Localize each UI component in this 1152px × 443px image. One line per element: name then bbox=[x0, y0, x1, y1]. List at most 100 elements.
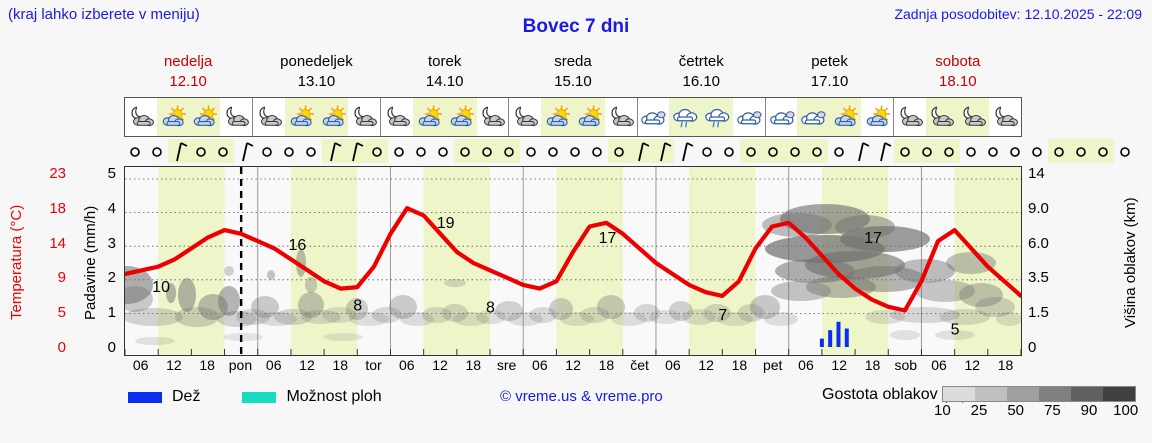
weather-icon-cell-27 bbox=[989, 98, 1021, 136]
wind-barb-icon bbox=[630, 139, 652, 163]
calm-wind-icon bbox=[1070, 139, 1092, 163]
wind-barb-icon bbox=[322, 139, 344, 163]
wind-barb-cell-1 bbox=[146, 139, 168, 163]
showers-swatch bbox=[242, 391, 277, 403]
temperature-label-6: 7 bbox=[718, 307, 727, 324]
rain-cloud-icon bbox=[670, 102, 700, 132]
tick-label: 18 bbox=[49, 199, 66, 217]
sun-cloud-icon bbox=[574, 102, 604, 132]
x-axis-label-16: 06 bbox=[665, 357, 681, 373]
x-axis-labels: 06 12 18 pon 06 12 18 tor 06 12 18 sre 06 12 18 čet 06 12… bbox=[124, 357, 1022, 377]
wind-barb-cell-5 bbox=[234, 139, 256, 163]
wind-barb-cell-19 bbox=[542, 139, 564, 163]
temperature-label-0: 10 bbox=[152, 279, 170, 296]
tick-label: 14 bbox=[49, 234, 66, 252]
wind-barb-cell-13 bbox=[410, 139, 432, 163]
wind-barb-cell-36 bbox=[916, 139, 938, 163]
calm-wind-icon bbox=[498, 139, 520, 163]
weather-icon-cell-21 bbox=[797, 98, 830, 136]
calm-wind-icon bbox=[146, 139, 168, 163]
day-date: 18.10 bbox=[939, 73, 977, 90]
tick-label: 3.5 bbox=[1028, 269, 1049, 287]
legend-item-rain: Dež bbox=[128, 388, 200, 406]
calm-wind-icon bbox=[806, 139, 828, 163]
calm-wind-icon bbox=[366, 139, 388, 163]
calm-wind-icon bbox=[762, 139, 784, 163]
day-date: 14.10 bbox=[425, 73, 464, 90]
wind-barb-cell-14 bbox=[432, 139, 454, 163]
moon-cloud-icon bbox=[606, 102, 636, 132]
day-header-5: petek 17.10 bbox=[765, 52, 893, 94]
wind-barb-cell-39 bbox=[982, 139, 1004, 163]
calm-wind-icon bbox=[278, 139, 300, 163]
temperature-tick-labels: 23 18 14 9 5 0 bbox=[26, 166, 66, 356]
wind-barb-cell-24 bbox=[652, 139, 674, 163]
weather-icon-cell-23 bbox=[861, 98, 893, 136]
moon-cloud-icon bbox=[382, 102, 412, 132]
day-name: sobota bbox=[935, 53, 981, 70]
precip-bar-0 bbox=[819, 338, 824, 347]
sun-cloud-icon bbox=[414, 102, 444, 132]
calm-wind-icon bbox=[894, 139, 916, 163]
wind-barb-cell-30 bbox=[784, 139, 806, 163]
x-axis-label-26: 18 bbox=[997, 357, 1014, 373]
tick-label: 0 bbox=[107, 339, 116, 356]
x-axis-label-5: 12 bbox=[299, 357, 315, 373]
calm-wind-icon bbox=[124, 139, 146, 163]
tick-label: 0 bbox=[1028, 339, 1037, 356]
weather-icon-cell-18 bbox=[701, 98, 733, 136]
calm-wind-icon bbox=[1048, 139, 1070, 163]
wind-barb-cell-20 bbox=[564, 139, 586, 163]
calm-wind-icon bbox=[740, 139, 762, 163]
weather-icon-cell-12 bbox=[508, 98, 541, 136]
weather-icon-cell-11 bbox=[477, 98, 509, 136]
weather-icon-cell-13 bbox=[541, 98, 573, 136]
temperature-label-2: 8 bbox=[353, 298, 362, 315]
wind-barb-cell-28 bbox=[740, 139, 762, 163]
wind-barb-cell-10 bbox=[344, 139, 366, 163]
calm-wind-icon bbox=[476, 139, 498, 163]
location-menu-hint: (kraj lahko izberete v meniju) bbox=[8, 6, 200, 23]
day-name: petek bbox=[811, 53, 848, 70]
cloud-density-tick: 90 bbox=[1080, 402, 1098, 419]
moon-cloud-icon bbox=[477, 102, 507, 132]
precip-bar-2 bbox=[836, 321, 841, 347]
wind-barb-strip bbox=[124, 139, 1130, 163]
calm-wind-icon bbox=[982, 139, 1004, 163]
temperature-label-8: 5 bbox=[951, 321, 960, 338]
cloud-density-swatch-5 bbox=[1103, 387, 1135, 401]
x-axis-label-22: 18 bbox=[864, 357, 881, 373]
weather-icon-cell-25 bbox=[925, 98, 958, 136]
weather-icon-cell-14 bbox=[572, 98, 605, 136]
cloud-height-tick-labels: 14 9.0 6.0 3.5 1.5 0 bbox=[1028, 166, 1068, 356]
calm-wind-icon bbox=[300, 139, 322, 163]
wind-barb-cell-29 bbox=[762, 139, 784, 163]
wind-barb-cell-22 bbox=[608, 139, 630, 163]
last-update-stamp: Zadnja posodobitev: 12.10.2025 - 22:09 bbox=[894, 6, 1142, 22]
x-axis-label-23: sob bbox=[894, 357, 918, 373]
calm-wind-icon bbox=[828, 139, 850, 163]
temperature-label-3: 19 bbox=[437, 215, 455, 232]
calm-wind-icon bbox=[256, 139, 278, 163]
tick-label: 9 bbox=[57, 269, 66, 287]
cloud-icon bbox=[798, 102, 828, 132]
temperature-label-5: 17 bbox=[599, 230, 617, 247]
rain-cloud-icon bbox=[702, 102, 732, 132]
weather-icon-cell-19 bbox=[733, 98, 765, 136]
wind-barb-cell-16 bbox=[476, 139, 498, 163]
day-date: 13.10 bbox=[297, 73, 336, 90]
cloud-icon bbox=[638, 102, 668, 132]
wind-barb-cell-3 bbox=[190, 139, 212, 163]
wind-barb-cell-32 bbox=[828, 139, 850, 163]
wind-barb-cell-35 bbox=[894, 139, 916, 163]
calm-wind-icon bbox=[718, 139, 740, 163]
cloud-density-tick: 100 bbox=[1113, 402, 1139, 419]
cloud-density-swatch-0 bbox=[943, 387, 975, 401]
cloud-density-tick: 75 bbox=[1044, 402, 1061, 419]
calm-wind-icon bbox=[960, 139, 982, 163]
calm-wind-icon bbox=[388, 139, 410, 163]
weather-icon-cell-3 bbox=[220, 98, 252, 136]
copyright-link[interactable]: © vreme.us & vreme.pro bbox=[500, 388, 663, 405]
weather-icon-cell-4 bbox=[252, 98, 285, 136]
wind-barb-cell-0 bbox=[124, 139, 146, 163]
